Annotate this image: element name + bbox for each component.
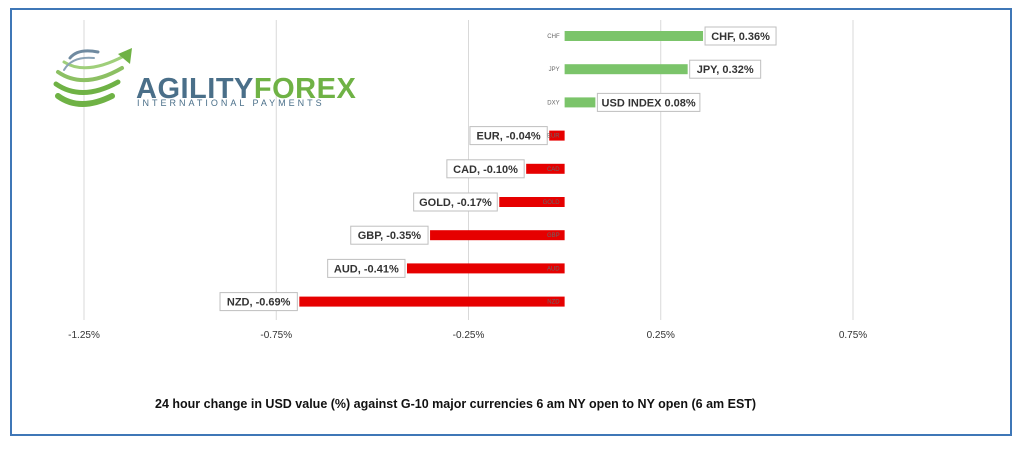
data-labels: CHF, 0.36% JPY, 0.32% USD INDEX 0.08% EUR, … — [219, 26, 777, 312]
category-label: DXY — [547, 100, 559, 106]
x-axis-tick-labels: -1.25% -0.75% -0.25% 0.25% 0.75% — [68, 330, 867, 341]
data-label-box — [413, 192, 498, 212]
data-label: EUR, -0.04% — [476, 131, 540, 143]
chart-frame — [10, 8, 1012, 436]
x-tick-label: -0.75% — [260, 330, 292, 341]
data-label: CAD, -0.10% — [453, 164, 518, 176]
x-tick-label: 0.75% — [839, 330, 867, 341]
x-tick-label: -1.25% — [68, 330, 100, 341]
data-label-box — [704, 26, 777, 46]
bars — [299, 31, 704, 307]
bar-chf — [564, 31, 704, 41]
category-label: GOLD — [543, 200, 561, 206]
data-label: GBP, -0.35% — [358, 230, 422, 242]
category-label: JPY — [549, 67, 560, 73]
data-label-box — [219, 292, 298, 312]
bar-cad — [526, 163, 565, 174]
x-tick-label: -0.25% — [453, 330, 485, 341]
x-tick-label: 0.25% — [647, 330, 675, 341]
bar-aud — [406, 263, 565, 274]
bar-nzd — [299, 296, 565, 307]
bar-gbp — [430, 230, 565, 241]
category-labels: CHF JPY DXY EUR CAD GOLD GBP AUD NZD — [543, 34, 561, 306]
category-label: EUR — [547, 134, 560, 140]
agility-forex-logo: AGILITYFOREX INTERNATIONAL PAYMENTS — [53, 48, 356, 108]
data-label-box — [350, 225, 429, 245]
data-label-box — [446, 159, 525, 179]
data-label: GOLD, -0.17% — [419, 197, 492, 209]
bar-jpy — [564, 64, 688, 75]
data-label: JPY, 0.32% — [697, 64, 754, 76]
category-label: GBP — [547, 233, 560, 239]
globe-swoosh-icon — [53, 48, 132, 107]
data-label-box — [327, 258, 406, 278]
chart-caption: 24 hour change in USD value (%) against … — [155, 397, 756, 411]
data-label: USD INDEX 0.08% — [602, 97, 696, 109]
data-label: AUD, -0.41% — [334, 263, 399, 275]
category-label: CAD — [547, 167, 560, 173]
data-label: NZD, -0.69% — [227, 297, 291, 309]
category-label: NZD — [547, 300, 560, 306]
brand-tagline: INTERNATIONAL PAYMENTS — [137, 98, 325, 108]
bar-eur — [549, 130, 565, 141]
category-label: CHF — [547, 34, 560, 40]
data-label-box — [596, 92, 701, 112]
data-label: CHF, 0.36% — [711, 31, 770, 43]
data-label-box — [689, 59, 762, 79]
brand-name: AGILITYFOREX — [136, 73, 356, 105]
bar-dxy — [564, 97, 596, 108]
category-label: AUD — [547, 266, 560, 272]
data-label-box — [469, 126, 548, 146]
bar-gold — [499, 197, 565, 207]
gridlines — [83, 20, 854, 320]
